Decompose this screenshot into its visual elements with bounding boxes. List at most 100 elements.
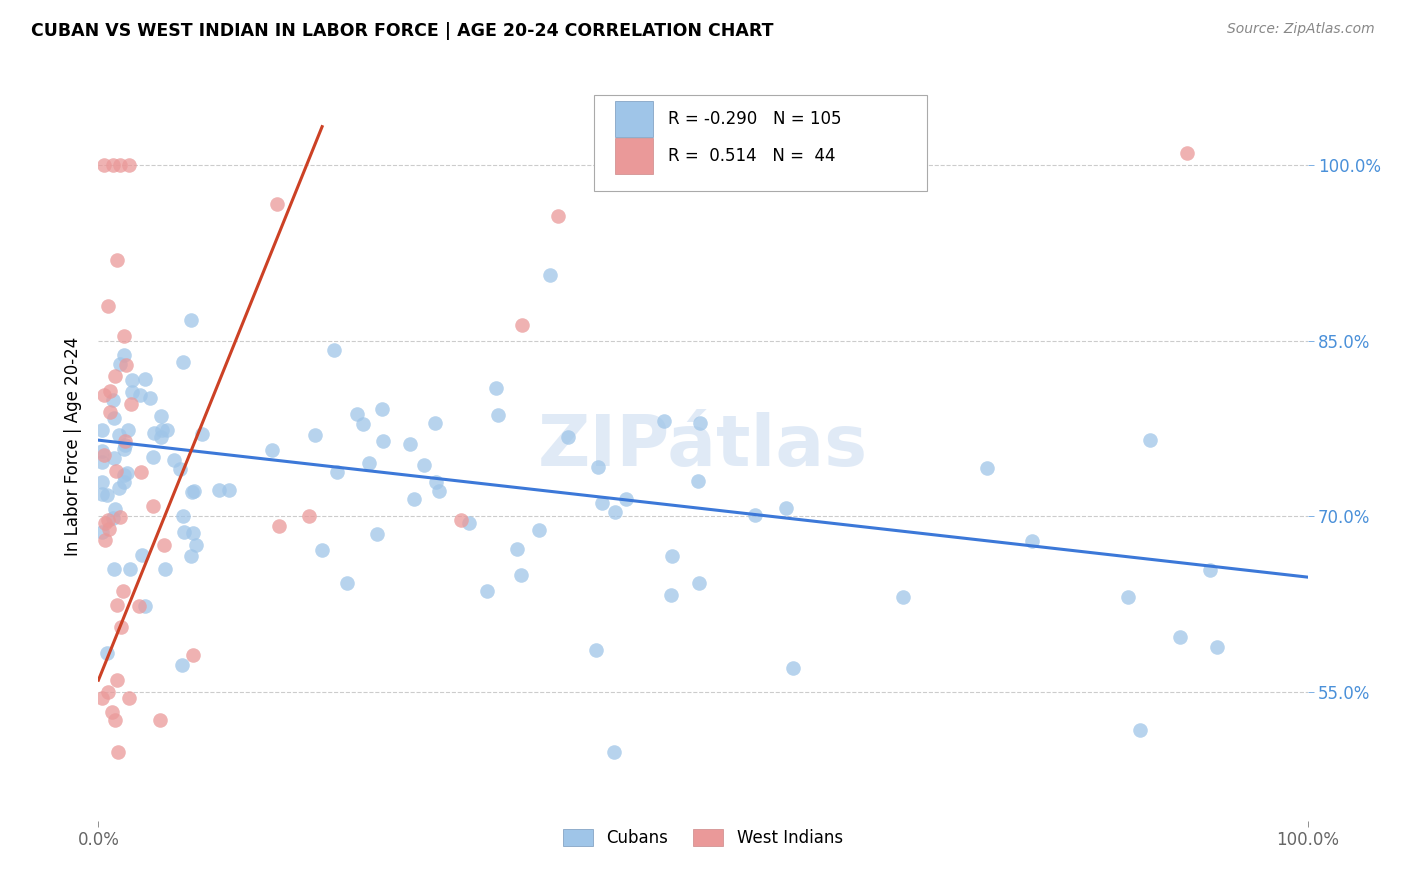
Cubans: [112, 347, 135, 361]
Cubans: [103, 562, 125, 576]
Cubans: [156, 423, 179, 437]
Cubans: [108, 482, 131, 496]
Cubans: [91, 475, 114, 489]
Cubans: [661, 549, 683, 563]
Text: R = -0.290   N = 105: R = -0.290 N = 105: [668, 110, 841, 128]
Cubans: [208, 483, 231, 498]
Cubans: [744, 508, 766, 523]
Cubans: [218, 483, 240, 498]
West Indians: [1175, 146, 1198, 161]
Cubans: [652, 414, 675, 428]
FancyBboxPatch shape: [595, 95, 927, 191]
Cubans: [352, 417, 374, 431]
Cubans: [366, 527, 388, 541]
Cubans: [191, 426, 214, 441]
Cubans: [172, 355, 194, 369]
West Indians: [105, 599, 128, 613]
West Indians: [93, 516, 115, 530]
Cubans: [591, 496, 613, 510]
Cubans: [976, 460, 998, 475]
Cubans: [91, 423, 114, 437]
Cubans: [169, 462, 191, 476]
West Indians: [142, 499, 165, 513]
Cubans: [110, 357, 132, 371]
Cubans: [163, 453, 186, 467]
West Indians: [91, 690, 114, 705]
Cubans: [509, 567, 531, 582]
Cubans: [603, 745, 626, 759]
Cubans: [114, 442, 136, 456]
Cubans: [103, 410, 125, 425]
West Indians: [510, 318, 533, 332]
Cubans: [488, 409, 510, 423]
West Indians: [108, 510, 131, 524]
West Indians: [93, 533, 115, 547]
Cubans: [429, 484, 451, 499]
Cubans: [891, 590, 914, 604]
Cubans: [180, 549, 202, 563]
Cubans: [108, 428, 131, 442]
Cubans: [586, 460, 609, 475]
Cubans: [155, 562, 177, 576]
Cubans: [121, 384, 143, 399]
West Indians: [93, 158, 115, 172]
Cubans: [527, 523, 550, 537]
Cubans: [103, 393, 125, 408]
Cubans: [1116, 591, 1139, 605]
Text: ZIPátlas: ZIPátlas: [538, 411, 868, 481]
West Indians: [104, 714, 127, 728]
Cubans: [689, 416, 711, 430]
West Indians: [450, 513, 472, 527]
Cubans: [91, 444, 114, 458]
Cubans: [91, 524, 114, 539]
West Indians: [129, 465, 152, 479]
Cubans: [326, 465, 349, 479]
Cubans: [139, 391, 162, 405]
West Indians: [111, 583, 134, 598]
Cubans: [96, 646, 118, 660]
West Indians: [107, 745, 129, 759]
Cubans: [775, 501, 797, 516]
Cubans: [557, 430, 579, 444]
Cubans: [142, 425, 165, 440]
Cubans: [311, 542, 333, 557]
Cubans: [688, 575, 710, 590]
West Indians: [93, 388, 115, 402]
West Indians: [100, 384, 122, 398]
Text: Source: ZipAtlas.com: Source: ZipAtlas.com: [1227, 22, 1375, 37]
Cubans: [585, 643, 607, 657]
West Indians: [105, 673, 128, 688]
Cubans: [1198, 563, 1220, 577]
Cubans: [112, 467, 135, 482]
Cubans: [413, 458, 436, 472]
Cubans: [659, 588, 682, 602]
Cubans: [112, 475, 135, 490]
Cubans: [134, 372, 156, 386]
FancyBboxPatch shape: [614, 101, 654, 136]
Cubans: [134, 599, 156, 613]
Cubans: [172, 509, 194, 524]
Cubans: [115, 466, 138, 480]
Cubans: [782, 661, 804, 675]
West Indians: [153, 538, 176, 552]
Cubans: [142, 450, 165, 465]
Cubans: [425, 475, 447, 489]
Cubans: [104, 502, 127, 516]
Cubans: [371, 401, 394, 416]
Cubans: [180, 313, 202, 327]
Cubans: [1139, 434, 1161, 448]
Cubans: [614, 492, 637, 507]
West Indians: [120, 397, 142, 411]
Cubans: [91, 486, 114, 500]
Cubans: [359, 456, 381, 470]
Cubans: [91, 454, 114, 468]
Cubans: [186, 538, 208, 552]
Cubans: [260, 443, 283, 458]
Cubans: [371, 434, 394, 449]
West Indians: [101, 705, 124, 719]
Cubans: [1168, 630, 1191, 644]
West Indians: [267, 519, 290, 533]
Cubans: [336, 576, 359, 591]
West Indians: [181, 648, 204, 662]
West Indians: [266, 197, 288, 211]
